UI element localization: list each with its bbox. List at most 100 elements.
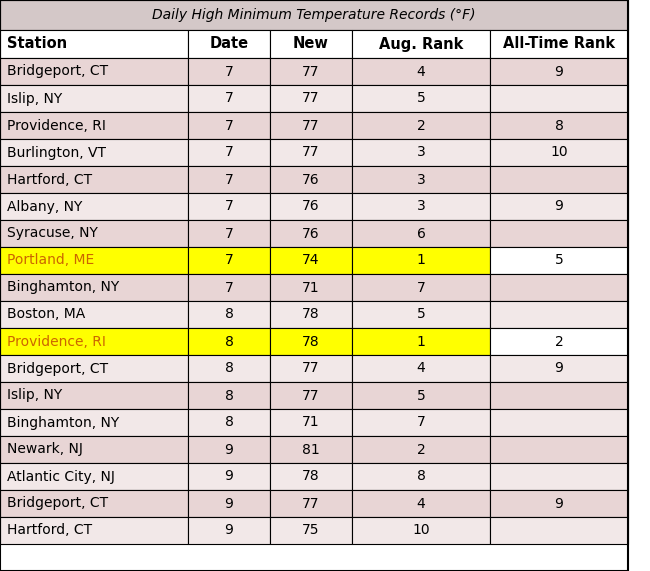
Bar [188, 463, 270, 490]
Bar [270, 30, 352, 58]
Bar [490, 193, 628, 220]
Text: 9: 9 [554, 199, 564, 214]
Text: 3: 3 [417, 172, 425, 187]
Bar [352, 58, 490, 85]
Bar [270, 274, 352, 301]
Bar [352, 112, 490, 139]
Bar [352, 463, 490, 490]
Bar [352, 274, 490, 301]
Text: 4: 4 [417, 65, 425, 78]
Bar [188, 328, 270, 355]
Bar [352, 220, 490, 247]
Text: Daily High Minimum Temperature Records (°F): Daily High Minimum Temperature Records (… [152, 8, 476, 22]
Text: Date: Date [209, 37, 248, 51]
Bar [188, 436, 270, 463]
Bar [270, 247, 352, 274]
Bar [0, 409, 188, 436]
Text: Newark, NJ: Newark, NJ [7, 443, 83, 456]
Text: 9: 9 [554, 65, 564, 78]
Bar [0, 517, 188, 544]
Bar [270, 193, 352, 220]
Bar [270, 436, 352, 463]
Bar [270, 490, 352, 517]
Text: 9: 9 [554, 361, 564, 376]
Bar [270, 139, 352, 166]
Bar [0, 112, 188, 139]
Text: 3: 3 [417, 146, 425, 159]
Text: 9: 9 [224, 469, 233, 484]
Bar [188, 58, 270, 85]
Text: 8: 8 [224, 388, 233, 403]
Bar [270, 166, 352, 193]
Text: Hartford, CT: Hartford, CT [7, 172, 92, 187]
Bar [188, 247, 270, 274]
Text: 3: 3 [417, 199, 425, 214]
Bar [352, 409, 490, 436]
Bar [352, 517, 490, 544]
Bar [270, 58, 352, 85]
Text: 9: 9 [224, 524, 233, 537]
Text: 77: 77 [302, 91, 320, 106]
Bar [188, 301, 270, 328]
Bar [188, 30, 270, 58]
Text: Albany, NY: Albany, NY [7, 199, 83, 214]
Bar [0, 58, 188, 85]
Text: 7: 7 [225, 119, 233, 132]
Text: All-Time Rank: All-Time Rank [503, 37, 615, 51]
Bar [490, 85, 628, 112]
Text: 8: 8 [224, 361, 233, 376]
Text: Providence, RI: Providence, RI [7, 335, 106, 348]
Bar [490, 220, 628, 247]
Bar [0, 30, 188, 58]
Bar [0, 301, 188, 328]
Text: 7: 7 [225, 199, 233, 214]
Bar [0, 355, 188, 382]
Bar [188, 355, 270, 382]
Text: 7: 7 [417, 416, 425, 429]
Text: 4: 4 [417, 497, 425, 510]
Bar [490, 139, 628, 166]
Bar [188, 490, 270, 517]
Bar [490, 166, 628, 193]
Bar [352, 30, 490, 58]
Text: 9: 9 [224, 497, 233, 510]
Text: 75: 75 [302, 524, 320, 537]
Text: 76: 76 [302, 227, 320, 240]
Text: 2: 2 [554, 335, 564, 348]
Text: 5: 5 [417, 308, 425, 321]
Bar [490, 30, 628, 58]
Bar [0, 0, 628, 30]
Bar [188, 517, 270, 544]
Text: 77: 77 [302, 361, 320, 376]
Bar [0, 382, 188, 409]
Bar [490, 517, 628, 544]
Text: Islip, NY: Islip, NY [7, 388, 62, 403]
Text: Station: Station [7, 37, 67, 51]
Text: 7: 7 [225, 227, 233, 240]
Bar [188, 220, 270, 247]
Bar [352, 490, 490, 517]
Text: 6: 6 [417, 227, 426, 240]
Text: 7: 7 [225, 280, 233, 295]
Bar [352, 301, 490, 328]
Bar [188, 409, 270, 436]
Bar [188, 112, 270, 139]
Bar [490, 409, 628, 436]
Bar [490, 382, 628, 409]
Bar [0, 490, 188, 517]
Bar [352, 436, 490, 463]
Text: Burlington, VT: Burlington, VT [7, 146, 106, 159]
Text: 5: 5 [417, 388, 425, 403]
Text: Atlantic City, NJ: Atlantic City, NJ [7, 469, 115, 484]
Bar [188, 139, 270, 166]
Bar [188, 166, 270, 193]
Text: 2: 2 [417, 119, 425, 132]
Text: 76: 76 [302, 199, 320, 214]
Text: 74: 74 [302, 254, 320, 267]
Text: 78: 78 [302, 308, 320, 321]
Bar [0, 247, 188, 274]
Text: 9: 9 [554, 497, 564, 510]
Bar [270, 409, 352, 436]
Text: 78: 78 [302, 469, 320, 484]
Text: 77: 77 [302, 497, 320, 510]
